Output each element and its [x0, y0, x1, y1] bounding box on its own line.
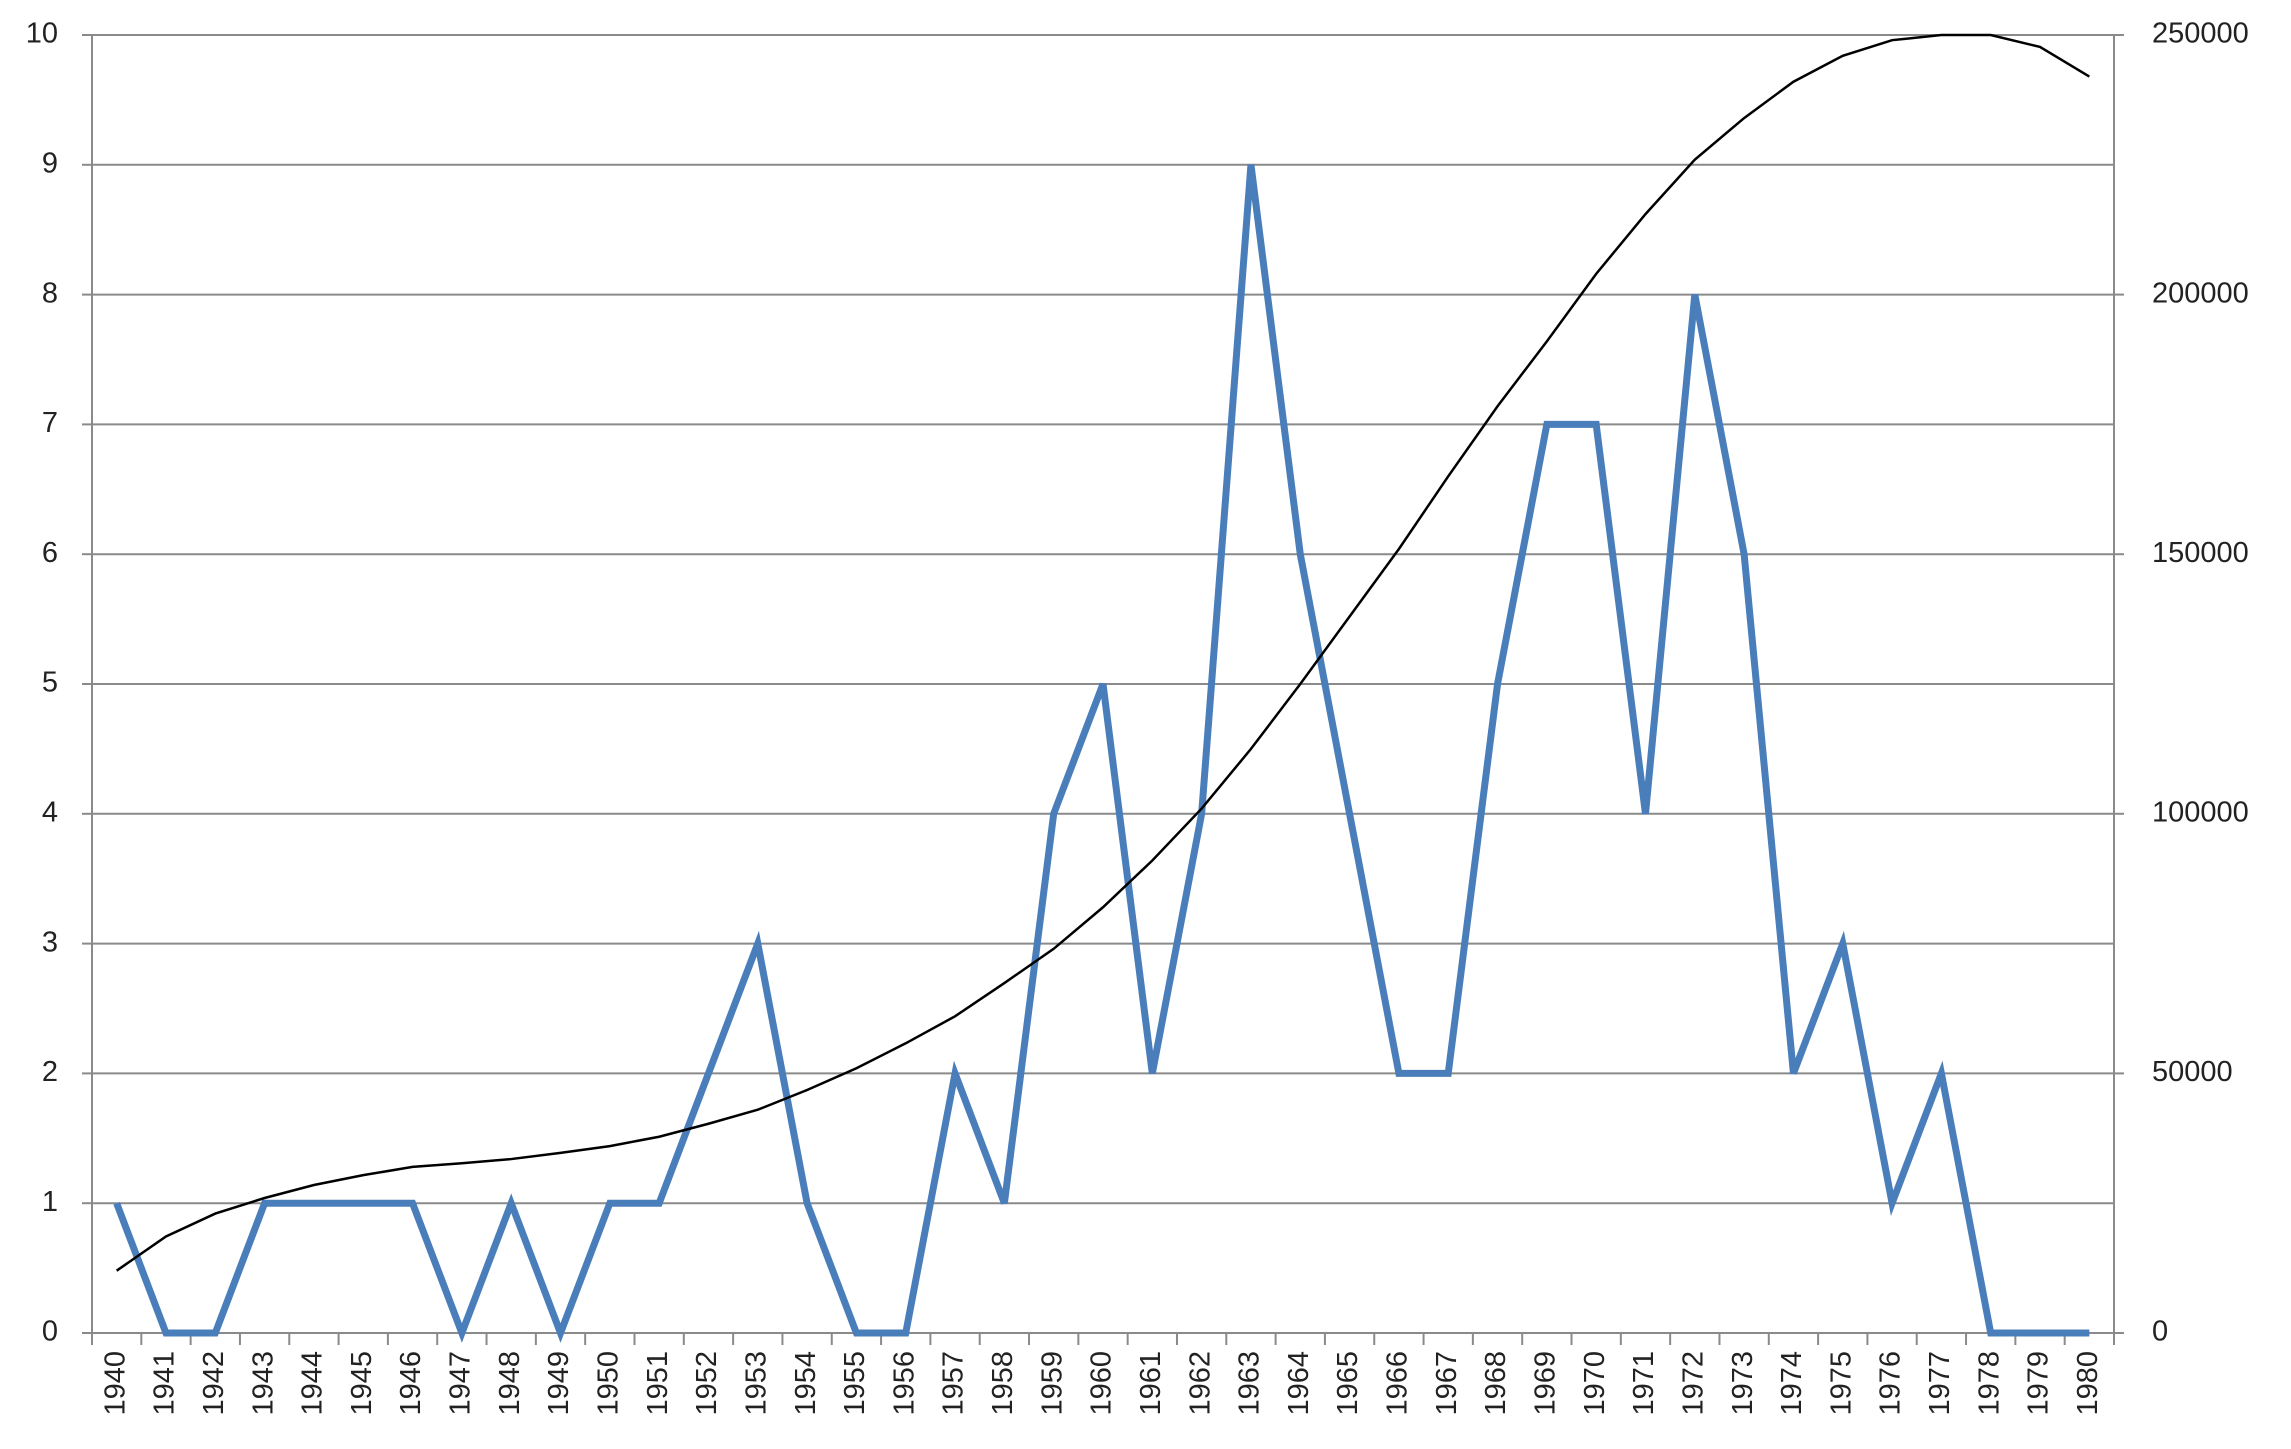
- x-tick-label: 1977: [1924, 1351, 1956, 1416]
- x-tick-label: 1958: [987, 1351, 1019, 1416]
- y2-tick-label: 200000: [2152, 277, 2249, 309]
- x-tick-label: 1969: [1530, 1351, 1562, 1416]
- x-tick-label: 1962: [1184, 1351, 1216, 1416]
- y-tick-label: 0: [42, 1316, 58, 1348]
- x-tick-label: 1946: [395, 1351, 427, 1416]
- x-tick-label: 1954: [790, 1351, 822, 1416]
- x-tick-label: 1975: [1825, 1351, 1857, 1416]
- y2-tick-label: 150000: [2152, 537, 2249, 569]
- x-tick-label: 1943: [247, 1351, 279, 1416]
- x-tick-label: 1980: [2072, 1351, 2104, 1416]
- y2-tick-label: 100000: [2152, 796, 2249, 828]
- y-tick-label: 1: [42, 1186, 58, 1218]
- x-tick-label: 1945: [346, 1351, 378, 1416]
- x-tick-label: 1967: [1431, 1351, 1463, 1416]
- trend-line: [115, 33, 2090, 1272]
- y-tick-label: 7: [42, 407, 58, 439]
- y-tick-label: 2: [42, 1056, 58, 1088]
- x-tick-label: 1972: [1677, 1351, 1709, 1416]
- data-line: [113, 164, 2090, 1343]
- y2-tick-label: 250000: [2152, 18, 2249, 50]
- x-tick-label: 1970: [1579, 1351, 1611, 1416]
- x-tick-label: 1976: [1875, 1351, 1907, 1416]
- x-tick-label: 1960: [1086, 1351, 1118, 1416]
- x-tick-label: 1961: [1135, 1351, 1167, 1416]
- x-tick-label: 1941: [149, 1351, 181, 1416]
- y-tick-label: 9: [42, 147, 58, 179]
- x-tick-label: 1949: [543, 1351, 575, 1416]
- x-tick-label: 1955: [839, 1351, 871, 1416]
- y-tick-label: 10: [26, 18, 58, 50]
- x-tick-label: 1968: [1480, 1351, 1512, 1416]
- y-tick-label: 8: [42, 277, 58, 309]
- x-tick-label: 1956: [888, 1351, 920, 1416]
- x-tick-label: 1952: [691, 1351, 723, 1416]
- x-tick-label: 1978: [1973, 1351, 2005, 1416]
- x-tick-label: 1940: [99, 1351, 131, 1416]
- x-tick-label: 1973: [1727, 1351, 1759, 1416]
- y-tick-label: 3: [42, 926, 58, 958]
- x-tick-label: 1979: [2023, 1351, 2055, 1416]
- y-tick-label: 4: [42, 796, 58, 828]
- x-tick-label: 1957: [938, 1351, 970, 1416]
- x-tick-label: 1963: [1234, 1351, 1266, 1416]
- y-tick-label: 5: [42, 667, 58, 699]
- x-tick-label: 1959: [1036, 1351, 1068, 1416]
- x-tick-label: 1950: [592, 1351, 624, 1416]
- x-tick-label: 1974: [1776, 1351, 1808, 1416]
- x-tick-label: 1953: [740, 1351, 772, 1416]
- x-tick-label: 1964: [1283, 1351, 1315, 1416]
- y-tick-label: 6: [42, 537, 58, 569]
- x-tick-label: 1942: [198, 1351, 230, 1416]
- x-tick-label: 1944: [297, 1351, 329, 1416]
- x-tick-label: 1947: [445, 1351, 477, 1416]
- x-tick-label: 1966: [1382, 1351, 1414, 1416]
- y2-tick-label: 0: [2152, 1316, 2168, 1348]
- x-tick-label: 1971: [1628, 1351, 1660, 1416]
- y2-tick-label: 50000: [2152, 1056, 2233, 1088]
- x-tick-label: 1951: [642, 1351, 674, 1416]
- x-tick-label: 1948: [494, 1351, 526, 1416]
- x-tick-label: 1965: [1332, 1351, 1364, 1416]
